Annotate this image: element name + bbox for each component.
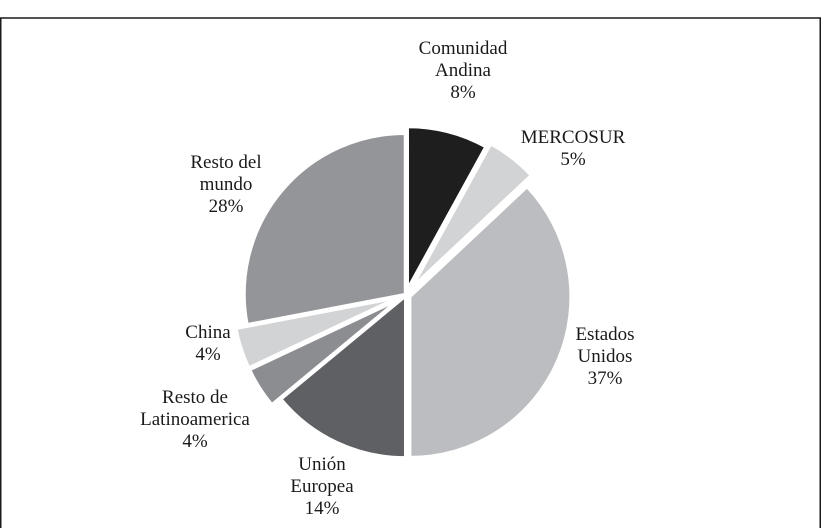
- slice-value-label: 37%: [588, 368, 623, 389]
- slice-category-label: Andina: [435, 60, 492, 81]
- slice-label-5: Resto de Latinoamerica 4%: [140, 387, 250, 452]
- slice-category-label: Europea: [290, 476, 354, 497]
- slice-category-label: mundo: [200, 174, 253, 195]
- slice-category-label: Estados: [575, 324, 634, 345]
- pie-slice-2: [412, 143, 532, 286]
- slices-group: [235, 126, 572, 459]
- slice-label-3: Estados Unidos 37%: [575, 324, 634, 389]
- pie-slice-6: [235, 297, 395, 369]
- slice-label-6: China 4%: [185, 322, 231, 365]
- slice-category-label: MERCOSUR: [521, 127, 626, 148]
- slice-category-label: Resto del: [190, 152, 261, 173]
- pie-slice-3: [409, 185, 572, 458]
- slice-category-label: Latinoamerica: [140, 409, 250, 430]
- slice-value-label: 4%: [195, 344, 221, 365]
- slice-label-4: Unión Europea 14%: [290, 454, 354, 519]
- pie-slice-7: [243, 132, 406, 326]
- slice-label-1: Comunidad Andina 8%: [419, 38, 508, 103]
- slice-category-label: Resto de: [162, 387, 228, 408]
- slice-label-2: MERCOSUR 5%: [521, 127, 626, 170]
- slice-value-label: 28%: [209, 196, 244, 217]
- slice-label-7: Resto del mundo 28%: [190, 152, 261, 217]
- slice-category-label: China: [185, 322, 231, 343]
- labels-group: Comunidad Andina 8% MERCOSUR 5% Estados Unidos…: [140, 38, 634, 519]
- slice-value-label: 8%: [450, 82, 476, 103]
- slice-category-label: Unión: [298, 454, 346, 475]
- slice-category-label: Unidos: [578, 346, 633, 367]
- pie-slice-4: [280, 295, 406, 459]
- slice-value-label: 5%: [560, 149, 586, 170]
- slice-value-label: 14%: [305, 498, 340, 519]
- slice-category-label: Comunidad: [419, 38, 508, 59]
- pie-slice-5: [249, 300, 396, 406]
- slice-value-label: 4%: [182, 431, 208, 452]
- pie-slice-1: [406, 126, 487, 288]
